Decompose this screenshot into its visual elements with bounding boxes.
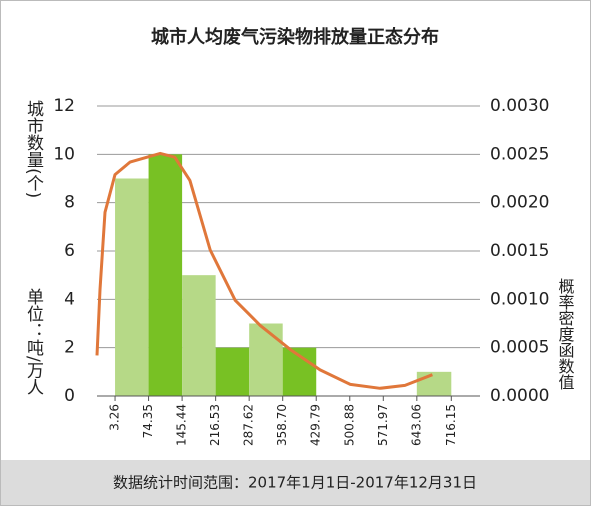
bar <box>182 275 216 396</box>
y2-tick-label: 0.0030 <box>490 96 549 116</box>
x-tick-label: 500.88 <box>342 404 356 446</box>
y-tick-label: 12 <box>53 96 75 116</box>
x-tick-label: 145.44 <box>175 404 189 446</box>
x-tick-label: 3.26 <box>108 404 122 431</box>
y-tick-label: 0 <box>64 386 75 406</box>
chart-title: 城市人均废气污染物排放量正态分布 <box>151 26 439 48</box>
bar <box>215 347 250 396</box>
bar <box>249 323 283 396</box>
y-tick-label: 8 <box>64 193 75 213</box>
y-tick-label: 6 <box>64 241 75 261</box>
bar <box>115 178 149 396</box>
y2-tick-label: 0.0005 <box>490 338 549 358</box>
y2-tick-label: 0.0010 <box>490 289 549 309</box>
bar <box>148 154 183 396</box>
x-tick-label: 287.62 <box>242 404 256 446</box>
y2-tick-label: 0.0000 <box>490 386 549 406</box>
y-axis-label: 城市数量(个) <box>23 100 44 198</box>
y-tick-label: 10 <box>53 144 75 164</box>
y2-tick-label: 0.0020 <box>490 193 549 213</box>
y2-tick-label: 0.0025 <box>490 144 549 164</box>
x-tick-label: 571.97 <box>376 404 390 446</box>
y-tick-label: 2 <box>64 338 75 358</box>
x-tick-label: 216.53 <box>208 404 222 446</box>
y-tick-label: 4 <box>64 289 75 309</box>
density-curve <box>95 151 433 390</box>
bar <box>416 371 452 396</box>
unit-label: 单位：吨/万人 <box>23 288 44 396</box>
footer-band <box>1 460 590 505</box>
x-tick-label: 358.70 <box>275 404 289 446</box>
y2-tick-label: 0.0015 <box>490 241 549 261</box>
x-tick-label: 74.35 <box>141 404 155 438</box>
x-tick-label: 643.06 <box>409 404 423 446</box>
x-tick-label: 716.15 <box>444 404 458 446</box>
footer-text: 数据统计时间范围：2017年1月1日-2017年12月31日 <box>113 474 477 492</box>
y2-axis-label: 概率密度函数值 <box>556 278 575 390</box>
x-tick-label: 429.79 <box>309 404 323 446</box>
